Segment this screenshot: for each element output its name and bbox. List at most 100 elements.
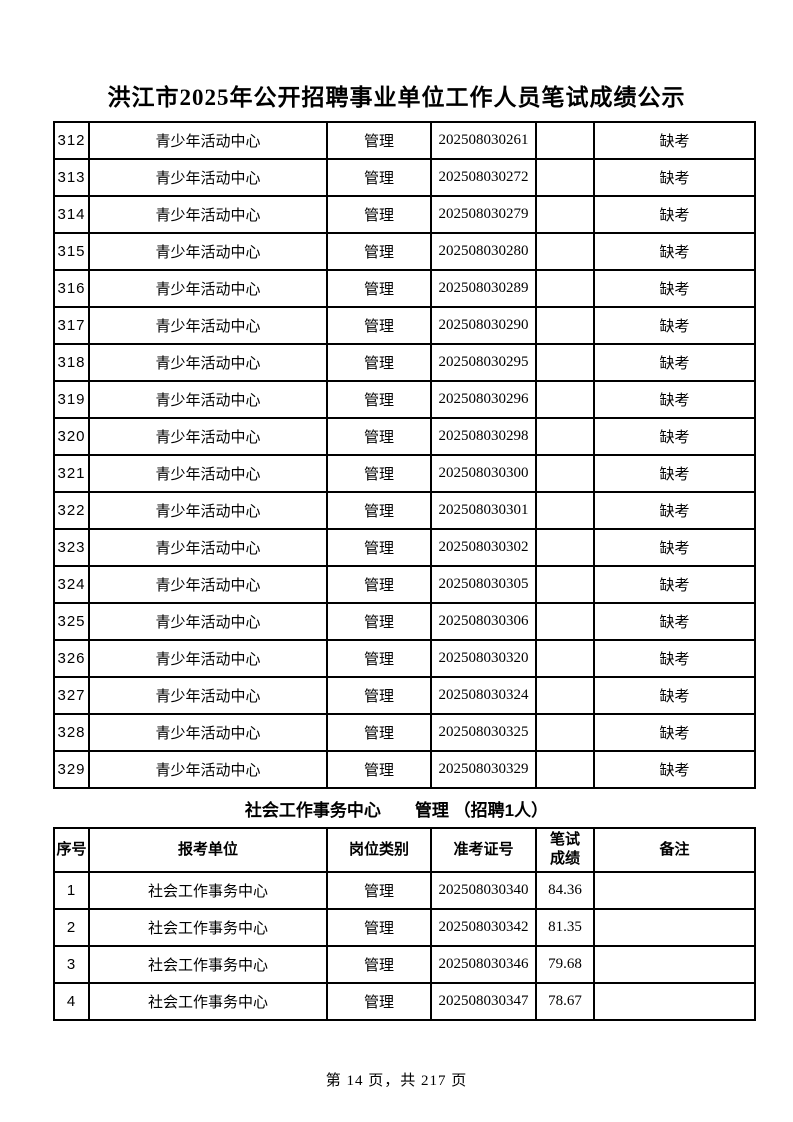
cell-unit: 青少年活动中心 [88, 417, 328, 456]
cell-note: 缺考 [593, 639, 756, 678]
cell-score [535, 713, 595, 752]
cell-note: 缺考 [593, 343, 756, 382]
cell-unit: 青少年活动中心 [88, 565, 328, 604]
table-row: 315 青少年活动中心 管理 202508030280 缺考 [53, 232, 756, 271]
cell-note: 缺考 [593, 121, 756, 160]
cell-ticket-number: 202508030342 [430, 908, 537, 947]
cell-score [535, 639, 595, 678]
cell-score [535, 195, 595, 234]
cell-category: 管理 [326, 158, 432, 197]
cell-category: 管理 [326, 602, 432, 641]
cell-category: 管理 [326, 565, 432, 604]
cell-ticket-number: 202508030346 [430, 945, 537, 984]
cell-note: 缺考 [593, 676, 756, 715]
table-row: 329 青少年活动中心 管理 202508030329 缺考 [53, 750, 756, 789]
cell-category: 管理 [326, 676, 432, 715]
table1-body: 312 青少年活动中心 管理 202508030261 缺考 313 青少年活动… [53, 121, 756, 789]
cell-category: 管理 [326, 269, 432, 308]
cell-note [593, 908, 756, 947]
table-row: 320 青少年活动中心 管理 202508030298 缺考 [53, 417, 756, 456]
cell-unit: 青少年活动中心 [88, 158, 328, 197]
cell-score: 81.35 [535, 908, 595, 947]
cell-unit: 青少年活动中心 [88, 454, 328, 493]
cell-note: 缺考 [593, 417, 756, 456]
cell-unit: 青少年活动中心 [88, 195, 328, 234]
cell-ticket-number: 202508030325 [430, 713, 537, 752]
cell-unit: 青少年活动中心 [88, 676, 328, 715]
cell-ticket-number: 202508030261 [430, 121, 537, 160]
cell-score [535, 491, 595, 530]
cell-category: 管理 [326, 343, 432, 382]
table-row: 319 青少年活动中心 管理 202508030296 缺考 [53, 380, 756, 419]
table-row: 322 青少年活动中心 管理 202508030301 缺考 [53, 491, 756, 530]
cell-ticket-number: 202508030289 [430, 269, 537, 308]
cell-score [535, 454, 595, 493]
cell-row-number: 316 [53, 269, 90, 308]
cell-note: 缺考 [593, 528, 756, 567]
cell-unit: 青少年活动中心 [88, 343, 328, 382]
column-header-score: 笔试 成绩 [535, 827, 595, 873]
table-row: 1 社会工作事务中心 管理 202508030340 84.36 [53, 871, 756, 910]
cell-unit: 青少年活动中心 [88, 750, 328, 789]
cell-unit: 青少年活动中心 [88, 639, 328, 678]
cell-score [535, 417, 595, 456]
table-row: 324 青少年活动中心 管理 202508030305 缺考 [53, 565, 756, 604]
section-heading: 社会工作事务中心 管理 （招聘1人） [244, 800, 549, 820]
cell-score [535, 269, 595, 308]
cell-ticket-number: 202508030295 [430, 343, 537, 382]
scores-table-continued: 312 青少年活动中心 管理 202508030261 缺考 313 青少年活动… [53, 121, 756, 789]
cell-score [535, 306, 595, 345]
table-row: 2 社会工作事务中心 管理 202508030342 81.35 [53, 908, 756, 947]
cell-ticket-number: 202508030298 [430, 417, 537, 456]
cell-ticket-number: 202508030302 [430, 528, 537, 567]
cell-category: 管理 [326, 713, 432, 752]
cell-category: 管理 [326, 454, 432, 493]
table-row: 317 青少年活动中心 管理 202508030290 缺考 [53, 306, 756, 345]
cell-note: 缺考 [593, 565, 756, 604]
cell-unit: 社会工作事务中心 [88, 982, 328, 1021]
cell-row-number: 319 [53, 380, 90, 419]
cell-unit: 青少年活动中心 [88, 380, 328, 419]
cell-score [535, 232, 595, 271]
cell-ticket-number: 202508030324 [430, 676, 537, 715]
cell-ticket-number: 202508030340 [430, 871, 537, 910]
cell-category: 管理 [326, 528, 432, 567]
cell-score [535, 602, 595, 641]
column-header-unit: 报考单位 [88, 827, 328, 873]
cell-row-number: 1 [53, 871, 90, 910]
cell-ticket-number: 202508030306 [430, 602, 537, 641]
page-title: 洪江市2025年公开招聘事业单位工作人员笔试成绩公示 [107, 85, 686, 110]
cell-row-number: 318 [53, 343, 90, 382]
cell-score [535, 380, 595, 419]
table-row: 321 青少年活动中心 管理 202508030300 缺考 [53, 454, 756, 493]
cell-row-number: 323 [53, 528, 90, 567]
page-number-footer: 第 14 页，共 217 页 [325, 1073, 468, 1089]
cell-unit: 青少年活动中心 [88, 269, 328, 308]
cell-ticket-number: 202508030305 [430, 565, 537, 604]
cell-row-number: 315 [53, 232, 90, 271]
cell-row-number: 2 [53, 908, 90, 947]
cell-unit: 青少年活动中心 [88, 121, 328, 160]
cell-ticket-number: 202508030280 [430, 232, 537, 271]
cell-unit: 青少年活动中心 [88, 713, 328, 752]
cell-unit: 社会工作事务中心 [88, 945, 328, 984]
cell-category: 管理 [326, 232, 432, 271]
cell-category: 管理 [326, 908, 432, 947]
cell-ticket-number: 202508030320 [430, 639, 537, 678]
cell-unit: 青少年活动中心 [88, 528, 328, 567]
cell-note [593, 982, 756, 1021]
cell-note: 缺考 [593, 269, 756, 308]
cell-note: 缺考 [593, 713, 756, 752]
table-row: 316 青少年活动中心 管理 202508030289 缺考 [53, 269, 756, 308]
cell-score [535, 750, 595, 789]
cell-note: 缺考 [593, 454, 756, 493]
table-row: 3 社会工作事务中心 管理 202508030346 79.68 [53, 945, 756, 984]
cell-category: 管理 [326, 195, 432, 234]
cell-row-number: 328 [53, 713, 90, 752]
cell-score: 84.36 [535, 871, 595, 910]
cell-row-number: 326 [53, 639, 90, 678]
cell-ticket-number: 202508030300 [430, 454, 537, 493]
cell-ticket-number: 202508030272 [430, 158, 537, 197]
cell-unit: 社会工作事务中心 [88, 871, 328, 910]
cell-row-number: 317 [53, 306, 90, 345]
